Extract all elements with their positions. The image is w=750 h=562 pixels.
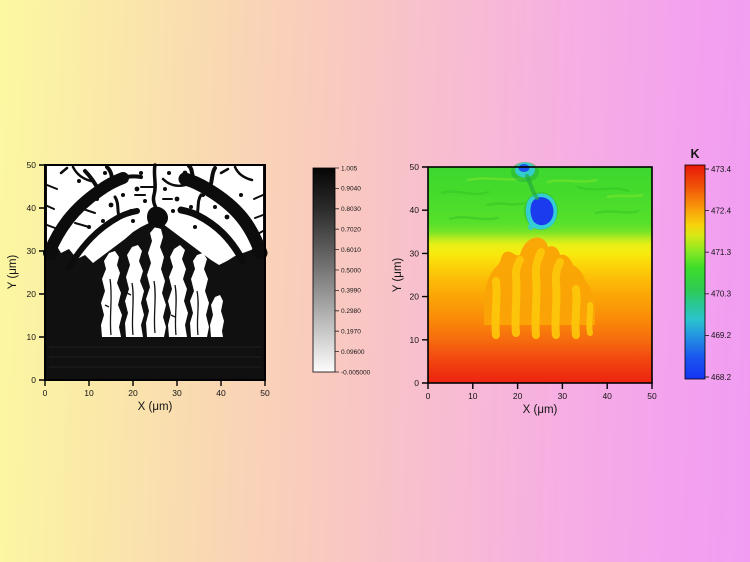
colorbar-label: 471.3 <box>711 248 732 257</box>
left-y-tick-labels: 50 40 30 20 10 0 <box>27 160 37 385</box>
y-tick-label: 20 <box>27 289 37 299</box>
y-tick-label: 0 <box>414 378 419 388</box>
left-plot-frame <box>44 164 266 381</box>
y-tick-label: 30 <box>27 246 37 256</box>
colorbar-label: 473.4 <box>711 165 732 174</box>
colorbar-label: 472.4 <box>711 206 732 215</box>
black-specks <box>44 170 266 260</box>
colorbar-label: 0.9040 <box>341 186 361 193</box>
right-colorbar-labels: 473.4 472.4 471.3 470.3 469.2 468.2 <box>711 165 732 382</box>
y-tick-label: 10 <box>410 335 420 345</box>
x-tick-label: 40 <box>216 388 226 398</box>
x-tick-label: 20 <box>513 391 523 401</box>
right-colorbar-ticks <box>705 168 709 378</box>
colorbar-label: 0.8030 <box>341 206 361 213</box>
colorbar-label: -0.005000 <box>341 369 371 376</box>
right-plot-frame <box>427 166 653 384</box>
x-tick-label: 0 <box>43 388 48 398</box>
y-tick-label: 50 <box>27 160 37 170</box>
left-colorbar: 1.005 0.9040 0.8030 0.7020 0.6010 0.5000… <box>312 165 371 376</box>
x-tick-label: 40 <box>602 391 612 401</box>
right-y-tick-labels: 50 40 30 20 10 0 <box>410 162 420 388</box>
colorbar-label: 0.1970 <box>341 329 361 336</box>
right-colorbar: K 473.4 472.4 471.3 470.3 469.2 468.2 <box>684 147 732 382</box>
left-colorbar-labels: 1.005 0.9040 0.8030 0.7020 0.6010 0.5000… <box>341 165 371 376</box>
dendrite-finger <box>210 295 224 337</box>
right-x-axis-label: X (μm) <box>523 404 558 416</box>
x-tick-label: 10 <box>468 391 478 401</box>
y-tick-label: 0 <box>31 375 36 385</box>
black-dendrite-arms <box>43 163 268 270</box>
left-figure: 0 10 20 30 40 50 50 40 30 20 10 0 X (μm)… <box>7 160 371 413</box>
scanline-texture <box>49 346 261 368</box>
colorbar-label: 1.005 <box>341 165 358 172</box>
left-axis-ticks <box>39 164 266 386</box>
left-colorbar-gradient <box>312 167 336 373</box>
x-tick-label: 10 <box>84 388 94 398</box>
colorbar-label: 468.2 <box>711 373 732 382</box>
left-x-tick-labels: 0 10 20 30 40 50 <box>43 388 270 398</box>
x-tick-label: 30 <box>558 391 568 401</box>
dendrite-finger <box>190 253 209 337</box>
right-colorbar-gradient <box>684 164 706 380</box>
left-x-axis-label: X (μm) <box>138 401 173 413</box>
cool-dendrite-fingers <box>491 248 594 339</box>
colorbar-label: 0.2980 <box>341 308 361 315</box>
colorbar-label: 0.09600 <box>341 349 365 356</box>
temperature-field-canvas <box>428 162 652 383</box>
cold-spot <box>524 192 558 230</box>
dendrite-finger <box>125 245 144 337</box>
y-tick-label: 40 <box>410 205 420 215</box>
colorbar-label: 0.6010 <box>341 247 361 254</box>
x-tick-label: 30 <box>172 388 182 398</box>
left-y-axis-label: Y (μm) <box>7 255 19 290</box>
right-figure: 0 10 20 30 40 50 50 40 30 20 10 0 X (μm)… <box>392 147 732 416</box>
colorbar-label: 470.3 <box>711 290 732 299</box>
x-tick-label: 20 <box>128 388 138 398</box>
x-tick-label: 0 <box>426 391 431 401</box>
y-tick-label: 20 <box>410 292 420 302</box>
phase-field-canvas <box>43 163 268 380</box>
colorbar-label: 0.5000 <box>341 267 361 274</box>
colorbar-label: 0.3990 <box>341 288 361 295</box>
right-colorbar-title: K <box>690 147 699 161</box>
finger-cracks <box>104 278 199 336</box>
colorbar-label: 469.2 <box>711 331 732 340</box>
colorbar-label: 0.7020 <box>341 227 361 234</box>
x-tick-label: 50 <box>647 391 657 401</box>
y-tick-label: 50 <box>410 162 420 172</box>
x-tick-label: 50 <box>260 388 270 398</box>
y-tick-label: 30 <box>410 248 420 258</box>
y-tick-label: 40 <box>27 203 37 213</box>
right-axis-ticks <box>422 166 653 389</box>
dendrite-finger <box>168 245 188 337</box>
y-tick-label: 10 <box>27 332 37 342</box>
dendrite-finger <box>146 227 166 337</box>
right-x-tick-labels: 0 10 20 30 40 50 <box>426 391 657 401</box>
right-y-axis-label: Y (μm) <box>392 258 404 293</box>
left-colorbar-ticks <box>335 167 339 373</box>
